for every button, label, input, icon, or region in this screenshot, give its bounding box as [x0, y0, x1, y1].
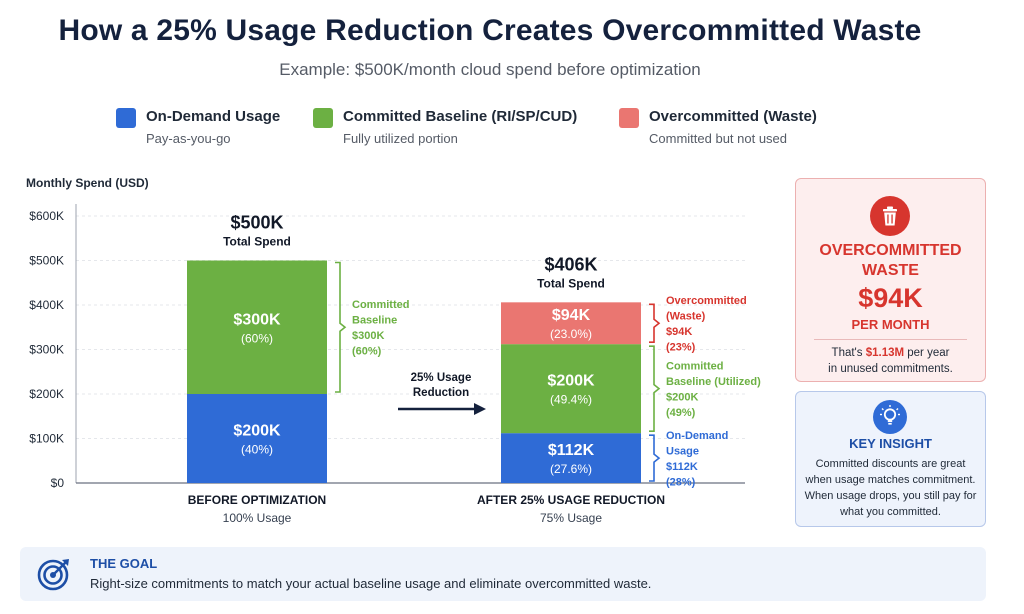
key-insight-card: KEY INSIGHT Committed discounts are grea…	[795, 391, 986, 527]
bar-total-caption: Total Spend	[223, 235, 291, 249]
arrow-label: Reduction	[413, 387, 469, 399]
bar-value-label: $200K	[233, 423, 281, 440]
annotation-label: Baseline	[352, 315, 397, 327]
stacked-bar-chart: Monthly Spend (USD) $0 $100K $200K $300K $400…	[26, 176, 761, 525]
waste-amount: $94K	[858, 283, 923, 313]
y-tick-label: $500K	[29, 254, 64, 268]
bar-segment	[501, 433, 641, 483]
legend-name: Overcommitted (Waste)	[649, 108, 817, 125]
annotation-bracket	[649, 345, 661, 432]
annotation-label: $200K	[666, 391, 698, 403]
bar-value-label: $94K	[552, 307, 591, 324]
annotation-label: (49%)	[666, 407, 696, 419]
annotation-label: (60%)	[352, 346, 382, 358]
annotation-label: Overcommitted	[666, 295, 747, 307]
bar-total-label: $500K	[230, 213, 283, 233]
bar-percent-label: (40%)	[241, 443, 273, 457]
annotation-label: (23%)	[666, 341, 696, 353]
insight-text: Committed discounts are great when usage…	[804, 458, 977, 518]
bar-segment	[501, 344, 641, 434]
bar-total-caption: Total Spend	[537, 276, 605, 290]
y-tick-label: $600K	[29, 209, 64, 223]
y-tick-label: $400K	[29, 298, 64, 312]
bar-segment	[187, 260, 327, 394]
x-category-label: BEFORE OPTIMIZATION	[188, 493, 326, 507]
waste-period: PER MONTH	[851, 317, 930, 332]
insight-heading: KEY INSIGHT	[849, 436, 932, 451]
legend-desc: Committed but not used	[649, 131, 788, 146]
x-category-label: AFTER 25% USAGE REDUCTION	[477, 493, 665, 507]
bar-percent-label: (60%)	[241, 331, 273, 345]
annotation-label: Usage	[666, 445, 699, 457]
goal-banner: THE GOAL Right-size commitments to match…	[20, 547, 986, 601]
waste-annual-amount: $1.13M	[865, 347, 905, 359]
bar-value-label: $300K	[233, 311, 281, 328]
waste-note-line2: in unused commitments.	[828, 363, 953, 375]
bar-percent-label: (27.6%)	[550, 462, 592, 476]
trash-icon	[870, 196, 910, 236]
legend-desc: Pay-as-you-go	[146, 131, 231, 146]
legend-swatch-committed	[313, 108, 333, 128]
y-tick-label: $100K	[29, 432, 64, 446]
target-icon	[36, 556, 72, 597]
reduction-arrow-head	[474, 403, 486, 415]
legend-swatch-waste	[619, 108, 639, 128]
annotation-label: (Waste)	[666, 310, 706, 322]
bar-percent-label: (23.0%)	[550, 327, 592, 341]
goal-heading: THE GOAL	[90, 556, 158, 571]
waste-heading-line: WASTE	[862, 262, 919, 279]
annotation-label: $300K	[352, 330, 384, 342]
annotation-label: Committed	[352, 299, 409, 311]
bar-value-label: $112K	[548, 442, 595, 459]
legend-name: On-Demand Usage	[146, 108, 281, 125]
annotation-bracket	[335, 261, 347, 393]
annotation-label: $112K	[666, 461, 698, 473]
waste-heading-line: OVERCOMMITTED	[819, 242, 962, 259]
annotation-label: Committed	[666, 360, 723, 372]
arrow-label: 25% Usage	[411, 372, 472, 384]
page-title: How a 25% Usage Reduction Creates Overco…	[58, 14, 922, 47]
waste-note-prefix: That's	[831, 347, 866, 359]
legend-name: Committed Baseline (RI/SP/CUD)	[343, 108, 578, 125]
bar-percent-label: (49.4%)	[550, 393, 592, 407]
overcommitted-waste-card: OVERCOMMITTED WASTE $94K PER MONTH That'…	[795, 178, 986, 382]
goal-text: Right-size commitments to match your act…	[90, 576, 652, 591]
y-axis-title: Monthly Spend (USD)	[26, 176, 149, 190]
annotation-label: Baseline (Utilized)	[666, 376, 761, 388]
annotation-bracket	[649, 303, 661, 343]
page-subtitle: Example: $500K/month cloud spend before …	[279, 60, 701, 79]
bar-segment	[187, 394, 327, 483]
bar-segment	[501, 302, 641, 345]
y-tick-label: $300K	[29, 343, 64, 357]
bar-value-label: $200K	[547, 373, 595, 390]
annotation-label: $94K	[666, 326, 692, 338]
annotation-label: On-Demand	[666, 430, 728, 442]
legend-desc: Fully utilized portion	[343, 131, 458, 146]
annotation-bracket	[649, 434, 661, 482]
waste-card-heading: OVERCOMMITTED WASTE	[796, 241, 985, 281]
y-tick-label: $200K	[29, 387, 64, 401]
lightbulb-icon	[873, 400, 907, 434]
legend-swatch-on-demand	[116, 108, 136, 128]
waste-note-suffix: per year	[904, 347, 950, 359]
x-category-sublabel: 100% Usage	[223, 511, 292, 525]
x-category-sublabel: 75% Usage	[540, 511, 602, 525]
bar-total-label: $406K	[544, 254, 597, 274]
divider	[814, 339, 967, 340]
waste-annual-note: That's $1.13M per year in unused commitm…	[796, 345, 985, 377]
y-tick-label: $0	[51, 476, 65, 490]
annotation-label: (28%)	[666, 476, 696, 488]
